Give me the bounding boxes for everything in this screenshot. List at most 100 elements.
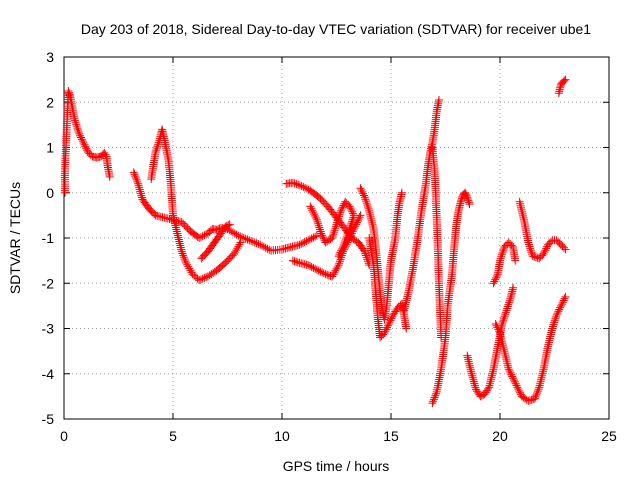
data-point — [337, 246, 346, 255]
data-point — [152, 146, 161, 155]
data-point — [318, 231, 327, 240]
data-point — [261, 243, 270, 252]
y-axis-label: SDTVAR / TECUs — [7, 182, 23, 294]
data-point — [346, 223, 355, 232]
y-tick-label: 1 — [46, 140, 54, 156]
data-point — [77, 135, 86, 144]
data-point — [434, 95, 443, 104]
data-point — [313, 217, 322, 226]
data-point — [310, 210, 319, 219]
data-point — [331, 222, 340, 231]
data-point — [357, 186, 366, 195]
data-point — [362, 199, 371, 208]
data-point — [511, 379, 520, 388]
data-point — [382, 325, 391, 334]
data-point — [557, 300, 566, 309]
series-seg16 — [515, 197, 570, 263]
data-point — [507, 241, 516, 250]
data-point — [136, 189, 145, 198]
data-point — [560, 294, 569, 303]
data-point — [494, 325, 503, 334]
data-point — [330, 228, 339, 237]
data-point — [314, 266, 323, 275]
data-point — [491, 319, 500, 328]
data-point — [512, 381, 521, 390]
data-point — [515, 386, 524, 395]
data-point — [345, 224, 354, 233]
data-point — [468, 373, 477, 382]
data-point — [384, 319, 393, 328]
data-point — [491, 275, 500, 284]
data-point — [348, 207, 357, 216]
data-point — [295, 240, 304, 249]
data-point — [324, 271, 333, 280]
data-point — [297, 239, 306, 248]
data-point — [130, 170, 139, 179]
data-point — [298, 238, 307, 247]
data-point — [560, 76, 569, 85]
data-point — [498, 318, 507, 327]
y-tick-label: -3 — [42, 321, 55, 337]
series-seg15 — [491, 292, 570, 405]
data-point — [179, 253, 188, 262]
data-point — [339, 201, 348, 210]
data-point — [495, 327, 504, 336]
data-point — [532, 390, 541, 399]
data-point — [299, 182, 308, 191]
data-point — [530, 394, 539, 403]
data-point — [342, 232, 351, 241]
data-point — [177, 247, 186, 256]
data-point — [526, 246, 535, 255]
data-point — [196, 233, 205, 242]
data-point — [347, 205, 356, 214]
data-point — [335, 250, 344, 259]
data-point — [358, 187, 367, 196]
data-point — [75, 129, 84, 138]
series-seg8 — [356, 184, 406, 324]
data-point — [561, 292, 570, 301]
data-point — [352, 218, 361, 227]
data-point — [332, 220, 341, 229]
data-point — [180, 255, 189, 264]
series-seg10 — [400, 95, 443, 315]
data-point — [364, 204, 373, 213]
data-point — [196, 275, 205, 284]
data-point — [77, 133, 86, 142]
data-point — [304, 261, 313, 270]
data-point — [469, 377, 478, 386]
data-point — [497, 250, 506, 259]
data-point — [362, 197, 371, 206]
data-point — [388, 312, 397, 321]
data-point — [333, 218, 342, 227]
series-seg1 — [61, 86, 114, 197]
data-point — [513, 383, 522, 392]
data-point — [195, 234, 204, 242]
series-seg4 — [197, 220, 234, 263]
data-point — [464, 198, 473, 207]
data-point — [429, 397, 438, 406]
data-point — [181, 257, 190, 266]
data-point — [534, 385, 543, 394]
data-point — [137, 193, 146, 202]
data-point — [65, 90, 74, 99]
data-point — [243, 235, 252, 244]
data-point — [228, 228, 237, 237]
data-point — [336, 208, 345, 217]
data-point — [559, 296, 568, 305]
data-point — [492, 321, 501, 330]
data-point — [561, 75, 570, 84]
data-point — [334, 261, 343, 270]
data-point — [549, 320, 558, 329]
data-point — [552, 310, 561, 319]
data-point — [346, 221, 355, 230]
data-point — [561, 245, 570, 254]
data-point — [550, 316, 559, 325]
data-point — [78, 137, 87, 146]
data-point — [505, 296, 514, 305]
data-point — [502, 306, 511, 315]
data-point — [432, 389, 441, 398]
data-point — [314, 221, 323, 230]
data-point — [290, 257, 299, 266]
data-point — [338, 244, 347, 253]
data-point — [315, 225, 324, 234]
